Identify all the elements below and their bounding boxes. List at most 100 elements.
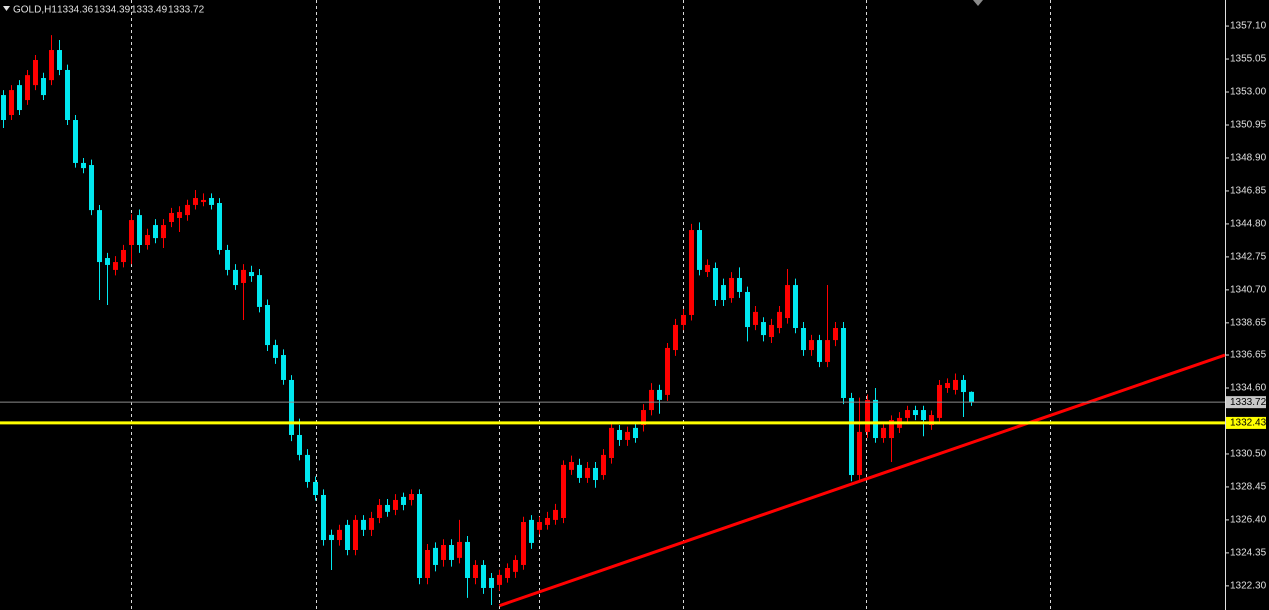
y-tick-label: 1350.95 [1230, 120, 1267, 131]
y-tick-label: 1334.60 [1230, 383, 1267, 394]
candle-body [913, 410, 918, 416]
candle-body [417, 494, 422, 578]
y-tick-label: 1348.90 [1230, 153, 1267, 164]
candle-body [689, 230, 694, 315]
candle-body [401, 496, 406, 505]
candle-body [489, 577, 494, 588]
shift-marker [973, 0, 983, 6]
candle-body [217, 203, 222, 250]
current-price-box [1226, 396, 1266, 409]
candle-body [337, 529, 342, 541]
candle-body [57, 50, 62, 70]
candle-body [105, 258, 110, 265]
candle-body [153, 225, 158, 239]
candle-body [609, 427, 614, 458]
candle-body [473, 564, 478, 578]
level-label: 1332.43 [1230, 418, 1267, 429]
candle-body [233, 269, 238, 286]
candle-body [657, 389, 662, 400]
candle-body [97, 210, 102, 263]
candle-body [905, 410, 910, 418]
candle-body [249, 272, 254, 277]
y-tick-label: 1340.70 [1230, 285, 1267, 296]
candle-body [137, 215, 142, 245]
candle-body [145, 235, 150, 245]
candle-body [345, 524, 350, 550]
candle-body [377, 504, 382, 518]
candle-body [481, 564, 486, 588]
candle-body [833, 328, 838, 341]
candle-body [729, 277, 734, 299]
candle-body [1, 95, 6, 121]
candle-body [929, 415, 934, 426]
header-open: 1334.36 [57, 5, 94, 16]
candle-body [825, 340, 830, 362]
candle-body [641, 410, 646, 426]
candle-body [25, 75, 30, 101]
candle-body [265, 305, 270, 346]
candle-body [121, 249, 126, 263]
candle-body [545, 517, 550, 525]
candle-body [9, 90, 14, 116]
candle-body [257, 275, 262, 307]
candle-body [969, 391, 974, 403]
candle-body [425, 549, 430, 578]
y-tick-label: 1338.65 [1230, 317, 1267, 328]
candle-body [409, 494, 414, 500]
candle-body [553, 509, 558, 520]
candle-body [513, 559, 518, 572]
candle-body [41, 78, 46, 96]
candle-body [17, 85, 22, 111]
candle-body [209, 198, 214, 205]
header-close: 1333.72 [168, 5, 205, 16]
candle-body [529, 519, 534, 543]
candle-body [849, 397, 854, 476]
y-tick-label: 1346.85 [1230, 186, 1267, 197]
candle-body [73, 120, 78, 163]
candle-body [625, 431, 630, 440]
candle-body [361, 519, 366, 530]
candle-body [761, 322, 766, 336]
y-tick-label: 1322.30 [1230, 581, 1267, 592]
y-tick-label: 1328.45 [1230, 482, 1267, 493]
candle-body [569, 462, 574, 470]
candle-body [353, 519, 358, 550]
candle-body [497, 574, 502, 585]
candle-body [273, 345, 278, 358]
y-tick-label: 1326.40 [1230, 515, 1267, 526]
candle-body [673, 324, 678, 351]
candle-body [857, 431, 862, 476]
candle-body [953, 379, 958, 390]
candle-body [873, 399, 878, 439]
candle-body [169, 212, 174, 222]
candle-body [665, 347, 670, 395]
candle-body [649, 389, 654, 411]
candle-body [817, 340, 822, 362]
candle-body [617, 429, 622, 440]
candle-body [129, 220, 134, 245]
candle-body [113, 262, 118, 270]
y-tick-label: 1330.50 [1230, 449, 1267, 460]
candle-body [777, 311, 782, 329]
candle-body [465, 541, 470, 578]
candle-body [593, 467, 598, 481]
candle-body [881, 427, 886, 439]
candle-body [177, 212, 182, 218]
candle-body [793, 285, 798, 329]
y-tick-label: 1353.00 [1230, 87, 1267, 98]
candle-body [441, 545, 446, 560]
header-high: 1334.39 [94, 5, 131, 16]
symbol-label: GOLD,H1 [13, 5, 57, 16]
candle-body [49, 50, 54, 81]
candle-body [961, 379, 966, 393]
candle-body [161, 225, 166, 239]
candle-body [505, 568, 510, 578]
candle-body [193, 198, 198, 205]
y-tick-label: 1344.80 [1230, 219, 1267, 230]
candle-body [305, 454, 310, 482]
candle-body [321, 494, 326, 541]
trend-line [499, 353, 1226, 608]
candle-body [297, 434, 302, 455]
header-arrow [3, 6, 10, 11]
